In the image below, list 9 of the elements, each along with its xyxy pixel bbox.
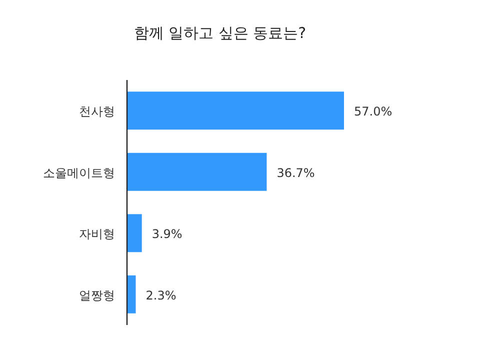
data-label: 2.3%	[146, 288, 176, 302]
data-label: 3.9%	[152, 227, 182, 242]
title: 함께 일하고 싶은 동료는?	[134, 24, 306, 42]
category-label: 소울메이트형	[43, 166, 115, 180]
category-label: 얼짱형	[79, 288, 115, 302]
category-label: 자비형	[79, 227, 115, 242]
category-label: 천사형	[79, 104, 115, 119]
data-label: 36.7%	[276, 166, 315, 180]
data-label: 57.0%	[354, 104, 392, 119]
